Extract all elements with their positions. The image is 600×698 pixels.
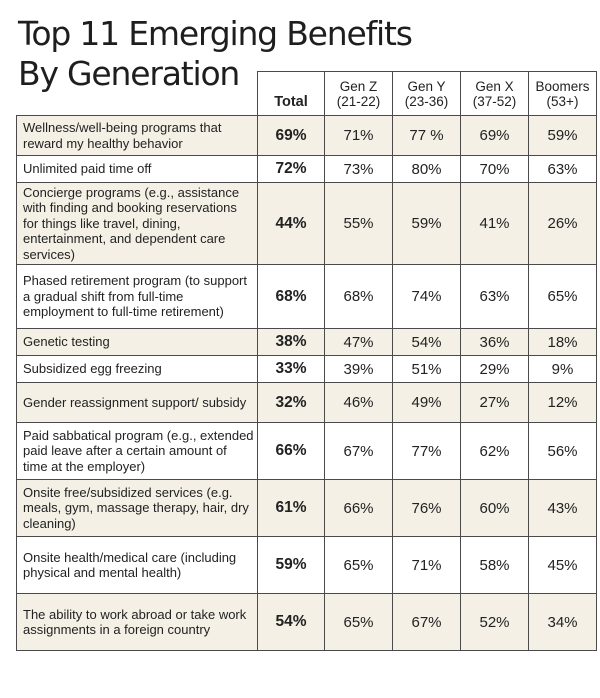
table-row: Concierge programs (e.g., assistance wit…	[16, 181, 597, 266]
generation-value: 59%	[392, 181, 461, 266]
generation-value: 34%	[528, 593, 597, 652]
chart-title: Top 11 Emerging Benefits By Generation	[18, 14, 418, 94]
table-row: The ability to work abroad or take work …	[16, 593, 597, 652]
row-label: Subsidized egg freezing	[16, 355, 258, 384]
title-line-2: By Generation	[18, 54, 240, 93]
column-name: Gen Z	[339, 78, 378, 94]
total-value: 68%	[257, 264, 325, 330]
generation-value: 41%	[460, 181, 529, 266]
table-row: Onsite free/subsidized services (e.g. me…	[16, 479, 597, 538]
table-row: Phased retirement program (to support a …	[16, 264, 597, 330]
generation-value: 70%	[460, 155, 529, 183]
column-range: (21-22)	[336, 93, 381, 109]
total-value: 69%	[257, 115, 325, 156]
total-value: 66%	[257, 422, 325, 481]
total-value: 32%	[257, 382, 325, 424]
row-label: Onsite free/subsidized services (e.g. me…	[16, 479, 258, 538]
table-row: Genetic testing 38% 47% 54% 36% 18%	[16, 328, 597, 357]
column-range: (53+)	[546, 93, 579, 109]
generation-value: 43%	[528, 479, 597, 538]
generation-value: 27%	[460, 382, 529, 424]
column-range: (23-36)	[404, 93, 449, 109]
generation-value: 66%	[324, 479, 393, 538]
generation-value: 12%	[528, 382, 597, 424]
generation-value: 26%	[528, 181, 597, 266]
row-label: The ability to work abroad or take work …	[16, 593, 258, 652]
generation-value: 51%	[392, 355, 461, 384]
column-name: Gen Y	[407, 78, 446, 94]
table-row: Gender reassignment support/ subsidy 32% 4…	[16, 382, 597, 424]
column-header-gen-z: Gen Z (21-22)	[324, 71, 393, 116]
generation-value: 74%	[392, 264, 461, 330]
column-range: (37-52)	[472, 93, 517, 109]
row-label: Paid sabbatical program (e.g., extended …	[16, 422, 258, 481]
generation-value: 77 %	[392, 115, 461, 156]
total-value: 61%	[257, 479, 325, 538]
table-row: Wellness/well-being programs that reward…	[16, 115, 597, 156]
row-label: Genetic testing	[16, 328, 258, 357]
generation-value: 65%	[324, 536, 393, 595]
total-value: 54%	[257, 593, 325, 652]
table-body: Wellness/well-being programs that reward…	[16, 115, 597, 652]
generation-value: 52%	[460, 593, 529, 652]
generation-value: 18%	[528, 328, 597, 357]
generation-value: 71%	[324, 115, 393, 156]
table-row: Subsidized egg freezing 33% 39% 51% 29% 9%	[16, 355, 597, 384]
generation-value: 68%	[324, 264, 393, 330]
generation-value: 45%	[528, 536, 597, 595]
generation-value: 67%	[392, 593, 461, 652]
generation-value: 65%	[528, 264, 597, 330]
column-name: Total	[274, 94, 308, 110]
generation-value: 58%	[460, 536, 529, 595]
table-row: Unlimited paid time off 72% 73% 80% 70% 63%	[16, 155, 597, 183]
row-label: Phased retirement program (to support a …	[16, 264, 258, 330]
generation-value: 29%	[460, 355, 529, 384]
column-header-gen-x: Gen X (37-52)	[460, 71, 529, 116]
column-name: Boomers	[535, 78, 590, 94]
column-header-boomers: Boomers (53+)	[528, 71, 597, 116]
generation-value: 36%	[460, 328, 529, 357]
generation-value: 54%	[392, 328, 461, 357]
generation-value: 60%	[460, 479, 529, 538]
total-value: 33%	[257, 355, 325, 384]
row-label: Onsite health/medical care (including ph…	[16, 536, 258, 595]
generation-value: 63%	[460, 264, 529, 330]
generation-value: 39%	[324, 355, 393, 384]
generation-value: 59%	[528, 115, 597, 156]
generation-value: 55%	[324, 181, 393, 266]
generation-value: 69%	[460, 115, 529, 156]
generation-value: 46%	[324, 382, 393, 424]
generation-value: 49%	[392, 382, 461, 424]
generation-value: 77%	[392, 422, 461, 481]
column-name: Gen X	[475, 78, 514, 94]
header-row: Total Gen Z (21-22) Gen Y (23-36) Gen X …	[17, 71, 597, 116]
generation-value: 76%	[392, 479, 461, 538]
generation-value: 71%	[392, 536, 461, 595]
title-line-1: Top 11 Emerging Benefits	[18, 14, 413, 53]
generation-value: 73%	[324, 155, 393, 183]
generation-value: 63%	[528, 155, 597, 183]
row-label: Wellness/well-being programs that reward…	[16, 115, 258, 156]
header-corner	[17, 72, 258, 116]
total-value: 44%	[257, 181, 325, 266]
generation-value: 62%	[460, 422, 529, 481]
benefits-table: Total Gen Z (21-22) Gen Y (23-36) Gen X …	[16, 71, 597, 652]
total-value: 59%	[257, 536, 325, 595]
total-value: 72%	[257, 155, 325, 183]
total-value: 38%	[257, 328, 325, 357]
row-label: Gender reassignment support/ subsidy	[16, 382, 258, 424]
table-row: Onsite health/medical care (including ph…	[16, 536, 597, 595]
table-row: Paid sabbatical program (e.g., extended …	[16, 422, 597, 481]
generation-value: 9%	[528, 355, 597, 384]
generation-value: 47%	[324, 328, 393, 357]
column-header-total: Total	[257, 71, 325, 116]
column-header-gen-y: Gen Y (23-36)	[392, 71, 461, 116]
generation-value: 80%	[392, 155, 461, 183]
row-label: Unlimited paid time off	[16, 155, 258, 183]
row-label: Concierge programs (e.g., assistance wit…	[16, 181, 258, 266]
generation-value: 65%	[324, 593, 393, 652]
generation-value: 67%	[324, 422, 393, 481]
generation-value: 56%	[528, 422, 597, 481]
